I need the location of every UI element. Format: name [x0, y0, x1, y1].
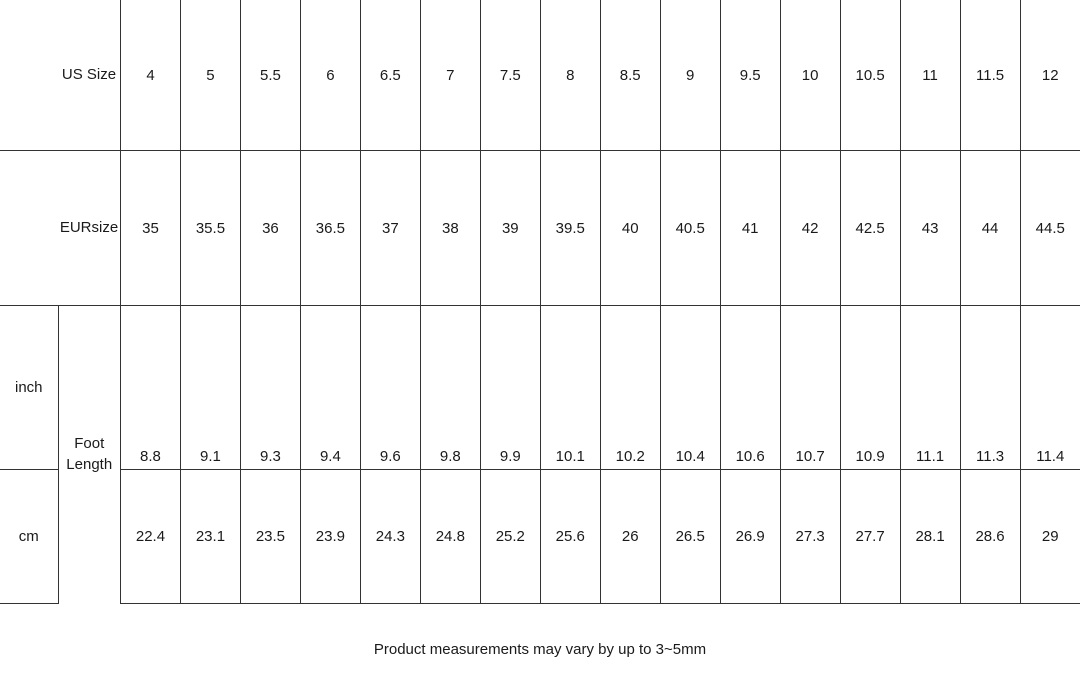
cell-eur-12: 42.5: [840, 150, 901, 306]
cell-us-4: 6.5: [360, 0, 421, 152]
cell-us-12: 10.5: [840, 0, 901, 152]
row-label-foot-length-line2: Length: [66, 455, 113, 473]
cell-us-2: 5.5: [240, 0, 301, 152]
cell-inch-1: 9.1: [180, 305, 241, 470]
cell-us-9: 9: [660, 0, 721, 152]
cell-us-10: 9.5: [720, 0, 781, 152]
cell-cm-8: 26: [600, 469, 661, 605]
cell-eur-5: 38: [420, 150, 481, 306]
cell-us-1: 5: [180, 0, 241, 152]
cell-inch-12: 10.9: [840, 305, 901, 470]
table-row-us-size: US Size 4 5 5.5 6 6.5 7 7.5 8 8.5 9 9.5 …: [0, 0, 1080, 152]
cell-us-6: 7.5: [480, 0, 541, 152]
cell-eur-9: 40.5: [660, 150, 721, 306]
cell-eur-4: 37: [360, 150, 421, 306]
table-row-foot-length-cm: cm 22.4 23.1 23.5 23.9 24.3 24.8 25.2 25…: [0, 469, 1080, 605]
cell-eur-2: 36: [240, 150, 301, 306]
cell-cm-3: 23.9: [300, 469, 361, 605]
cell-inch-15: 11.4: [1020, 305, 1080, 470]
cell-us-8: 8.5: [600, 0, 661, 152]
cell-eur-0: 35: [120, 150, 181, 306]
cell-eur-10: 41: [720, 150, 781, 306]
cell-cm-5: 24.8: [420, 469, 481, 605]
unit-cell-inch: inch: [0, 305, 59, 470]
cell-cm-2: 23.5: [240, 469, 301, 605]
cell-inch-13: 11.1: [900, 305, 961, 470]
footer-disclaimer: Product measurements may vary by up to 3…: [373, 641, 707, 658]
cell-inch-11: 10.7: [780, 305, 841, 470]
size-chart: US Size 4 5 5.5 6 6.5 7 7.5 8 8.5 9 9.5 …: [0, 0, 1080, 605]
unit-cell-cm: cm: [0, 469, 59, 605]
cell-cm-13: 28.1: [900, 469, 961, 605]
cell-eur-6: 39: [480, 150, 541, 306]
cell-eur-11: 42: [780, 150, 841, 306]
cell-us-13: 11: [900, 0, 961, 152]
cell-cm-9: 26.5: [660, 469, 721, 605]
cell-inch-3: 9.4: [300, 305, 361, 470]
cell-cm-11: 27.3: [780, 469, 841, 605]
cell-inch-14: 11.3: [960, 305, 1021, 470]
cell-us-5: 7: [420, 0, 481, 152]
cell-inch-7: 10.1: [540, 305, 601, 470]
cell-us-14: 11.5: [960, 0, 1021, 152]
size-chart-table: US Size 4 5 5.5 6 6.5 7 7.5 8 8.5 9 9.5 …: [0, 0, 1080, 605]
cell-cm-1: 23.1: [180, 469, 241, 605]
cell-inch-0: 8.8: [120, 305, 181, 470]
cell-cm-7: 25.6: [540, 469, 601, 605]
table-row-foot-length-inch: inch Foot Length 8.8 9.1 9.3 9.4 9.6 9.8…: [0, 305, 1080, 604]
cell-cm-10: 26.9: [720, 469, 781, 605]
cell-cm-12: 27.7: [840, 469, 901, 605]
cell-inch-2: 9.3: [240, 305, 301, 470]
cell-inch-5: 9.8: [420, 305, 481, 470]
cell-eur-15: 44.5: [1020, 150, 1080, 306]
table-row-eur-size: EURsize 35 35.5 36 36.5 37 38 39 39.5 40…: [0, 150, 1080, 306]
cell-inch-10: 10.6: [720, 305, 781, 470]
cell-us-11: 10: [780, 0, 841, 152]
cell-eur-1: 35.5: [180, 150, 241, 306]
unit-cell-us-size: [0, 0, 58, 152]
cell-us-7: 8: [540, 0, 601, 152]
cell-cm-6: 25.2: [480, 469, 541, 605]
cell-us-3: 6: [300, 0, 361, 152]
row-label-foot-length: Foot Length: [58, 305, 121, 604]
cell-eur-3: 36.5: [300, 150, 361, 306]
cell-eur-7: 39.5: [540, 150, 601, 306]
cell-inch-4: 9.6: [360, 305, 421, 470]
row-label-foot-length-line1: Foot: [74, 435, 105, 453]
cell-cm-15: 29: [1020, 469, 1080, 605]
cell-us-0: 4: [120, 0, 181, 152]
cell-inch-9: 10.4: [660, 305, 721, 470]
row-label-eur-size: EURsize: [58, 150, 121, 306]
cell-eur-13: 43: [900, 150, 961, 306]
cell-cm-0: 22.4: [120, 469, 181, 605]
cell-eur-8: 40: [600, 150, 661, 306]
row-label-us-size: US Size: [58, 0, 121, 152]
cell-eur-14: 44: [960, 150, 1021, 306]
cell-us-15: 12: [1020, 0, 1080, 152]
cell-inch-6: 9.9: [480, 305, 541, 470]
unit-cell-eur-size: [0, 150, 58, 306]
cell-cm-14: 28.6: [960, 469, 1021, 605]
cell-inch-8: 10.2: [600, 305, 661, 470]
cell-cm-4: 24.3: [360, 469, 421, 605]
